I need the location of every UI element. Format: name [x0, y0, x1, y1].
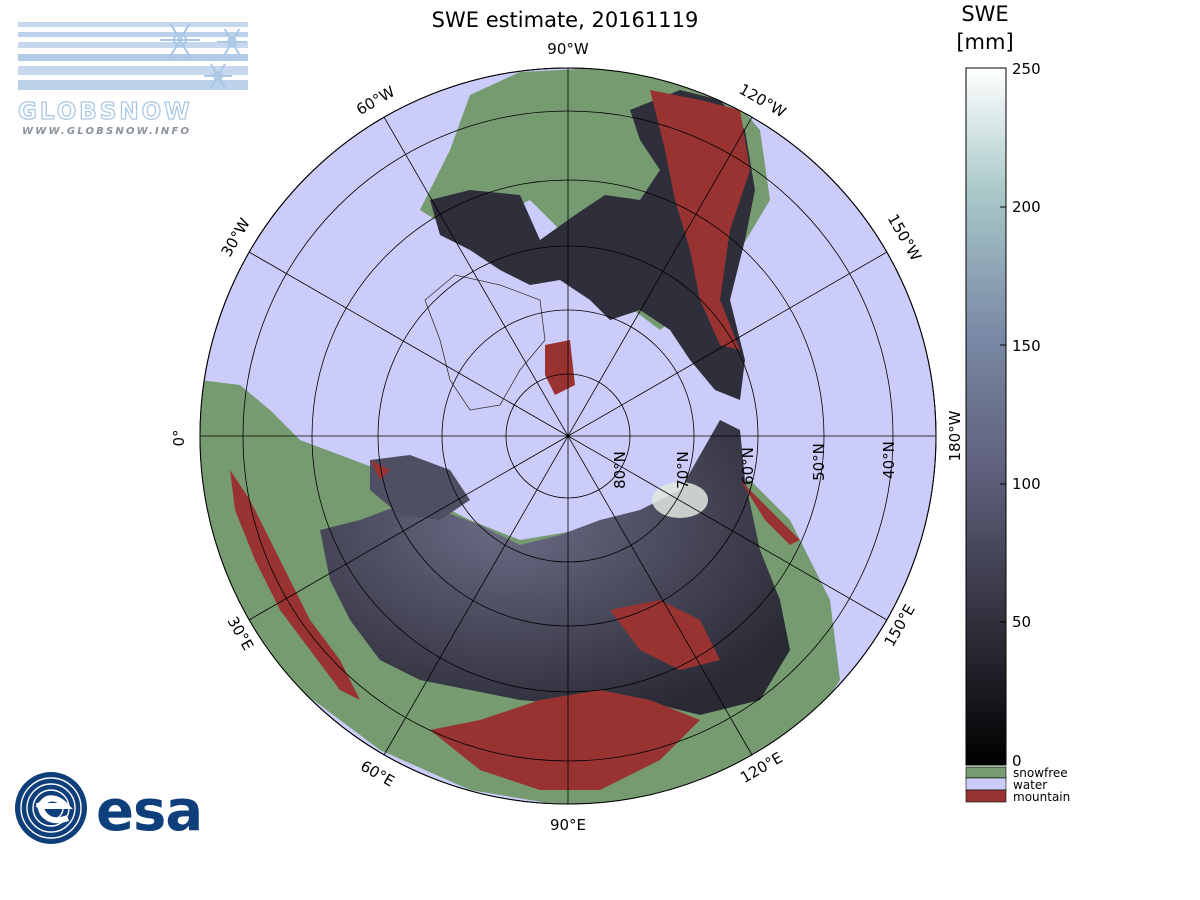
- legend-swatch-mountain: [965, 789, 1007, 803]
- colorbar-tick-marks: [1000, 67, 1006, 761]
- lat-label-70n: 70°N: [674, 451, 692, 489]
- globsnow-url: WWW.GLOBSNOW.INFO: [22, 126, 192, 137]
- legend-label-mountain: mountain: [1013, 790, 1070, 804]
- lon-label-90w: 90°W: [547, 40, 589, 58]
- globsnow-logo: GLOBSNOW: [17, 22, 248, 126]
- lat-label-40n: 40°N: [880, 441, 898, 479]
- esa-wordmark: esa: [96, 779, 203, 844]
- scandinavia-snow: [370, 455, 470, 520]
- meridian-lines: [200, 68, 936, 804]
- colorbar-unit-label: SWE [mm]: [955, 0, 1015, 56]
- colorbar-tick-200: 200: [1012, 198, 1041, 216]
- lat-label-50n: 50°N: [810, 443, 828, 481]
- map-title: SWE estimate, 20161119: [431, 8, 699, 32]
- lon-label-180w: 180°W: [946, 410, 964, 461]
- lon-label-150w: 150°W: [884, 211, 925, 264]
- colorbar-tick-250: 250: [1012, 60, 1041, 78]
- colorbar-gradient: [965, 67, 1007, 766]
- lat-label-60n: 60°N: [739, 447, 757, 485]
- lon-label-90e: 90°E: [550, 816, 586, 834]
- legend-label-snowfree: snowfree: [1013, 766, 1068, 780]
- colorbar-tick-0: 0: [1012, 752, 1022, 770]
- lon-label-60e: 60°E: [357, 757, 397, 791]
- colorbar-label-mm: [mm]: [956, 30, 1014, 54]
- colorbar-tick-100: 100: [1012, 475, 1041, 493]
- legend-label-water: water: [1013, 778, 1047, 792]
- esa-logo-icon: [15, 772, 87, 844]
- colorbar-tick-50: 50: [1012, 613, 1031, 631]
- greenland: [424, 274, 546, 411]
- snowflake-icon: [160, 22, 247, 89]
- colorbar-label-swe: SWE: [961, 2, 1009, 26]
- legend-swatch-snowfree: [965, 766, 1007, 779]
- globsnow-wordmark: GLOBSNOW: [18, 99, 193, 125]
- legend-swatch-water: [965, 777, 1007, 791]
- lon-label-0: 0°: [170, 429, 188, 446]
- mountain-areas: [230, 90, 800, 790]
- lat-label-80n: 80°N: [611, 451, 629, 489]
- colorbar-tick-150: 150: [1012, 337, 1041, 355]
- land-layers: [200, 68, 840, 804]
